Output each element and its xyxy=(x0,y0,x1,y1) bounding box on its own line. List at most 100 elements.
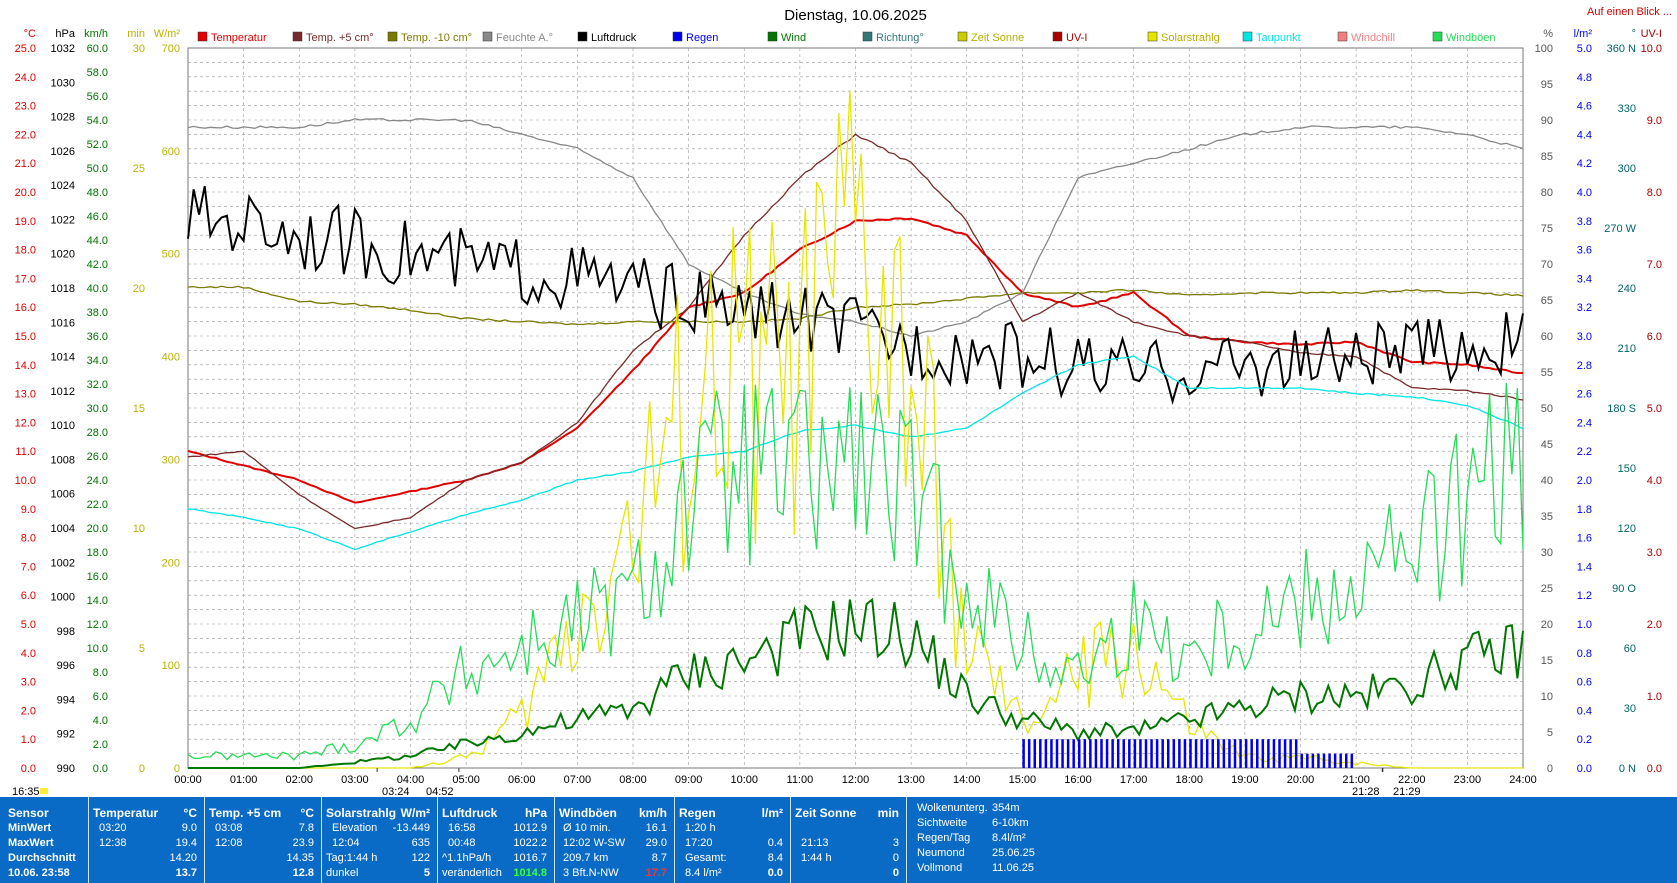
axis-tick-right: 15 xyxy=(1541,655,1553,667)
rain-bar xyxy=(1239,739,1242,768)
rain-bar xyxy=(1194,739,1198,768)
axis-tick-left: 1020 xyxy=(51,249,75,261)
axis-tick-right: 4.2 xyxy=(1577,158,1592,170)
rain-bar xyxy=(1100,739,1103,768)
x-tick-label: 22:00 xyxy=(1398,774,1426,786)
legend-label: Taupunkt xyxy=(1256,32,1301,44)
rain-bar xyxy=(1289,739,1292,768)
axis-tick-left: 990 xyxy=(57,763,75,775)
rain-bar xyxy=(1128,739,1131,768)
axis-tick-left: 13.0 xyxy=(15,389,36,401)
axis-tick-left: 26.0 xyxy=(87,451,108,463)
chart-title: Dienstag, 10.06.2025 xyxy=(784,7,927,24)
rain-bar xyxy=(1055,739,1059,768)
series-line-luftdruck xyxy=(187,186,1524,406)
rain-bar xyxy=(1027,739,1031,768)
x-tick-label: 09:00 xyxy=(675,774,703,786)
axis-tick-left: 6.0 xyxy=(21,590,36,602)
axis-tick-left: 600 xyxy=(162,146,180,158)
axis-tick-left: 52.0 xyxy=(87,139,108,151)
axis-unit-left: °C xyxy=(24,28,36,40)
stats-head: Sensor xyxy=(8,806,49,820)
x-tick-label: 13:00 xyxy=(897,774,925,786)
legend-swatch xyxy=(292,31,303,42)
axis-tick-right: 30 xyxy=(1541,547,1553,559)
rain-bar xyxy=(1044,739,1048,768)
axis-tick-right: 90 xyxy=(1541,115,1553,127)
rain-bar xyxy=(1228,739,1231,768)
now-time: 16:35 xyxy=(12,786,40,798)
x-tick-label: 01:00 xyxy=(230,774,258,786)
axis-tick-right: 4.0 xyxy=(1647,475,1662,487)
legend-swatch xyxy=(1337,31,1348,42)
legend-swatch xyxy=(767,31,778,42)
axis-tick-left: 22.0 xyxy=(87,499,108,511)
axis-tick-left: 14.0 xyxy=(15,360,36,372)
legend-swatch xyxy=(482,31,493,42)
axis-tick-left: 14.0 xyxy=(87,595,108,607)
axis-tick-right: 0 xyxy=(1547,763,1553,775)
axis-unit-left: W/m² xyxy=(154,28,181,40)
stats-col-sensor: Sensor MinWert MaxWert Durchschnitt 10.0… xyxy=(0,797,88,883)
axis-tick-right: 3.4 xyxy=(1577,273,1592,285)
axis-tick-left: 996 xyxy=(57,660,75,672)
axis-tick-left: 1024 xyxy=(51,180,75,192)
rain-bar xyxy=(1155,739,1159,768)
axis-tick-left: 1018 xyxy=(51,283,75,295)
axis-tick-right: 1.2 xyxy=(1577,590,1592,602)
rain-bar xyxy=(1050,739,1053,768)
legend-label: Luftdruck xyxy=(591,32,637,44)
x-tick-label: 06:00 xyxy=(508,774,536,786)
x-tick-label: 19:00 xyxy=(1231,774,1259,786)
stats-row-label: Durchschnitt xyxy=(8,852,76,864)
legend-label: Wind xyxy=(781,32,806,44)
axis-tick-left: 15 xyxy=(133,403,145,415)
axis-tick-right: 180 S xyxy=(1607,403,1636,415)
axis-tick-left: 21.0 xyxy=(15,158,36,170)
axis-tick-left: 16.0 xyxy=(87,571,108,583)
x-tick-label: 21:00 xyxy=(1342,774,1370,786)
legend-swatch xyxy=(1147,31,1158,42)
axis-tick-left: 8.0 xyxy=(93,667,108,679)
axis-tick-right: 0.0 xyxy=(1577,763,1592,775)
rain-bar xyxy=(1222,739,1226,768)
axis-unit-left: min xyxy=(127,28,145,40)
axis-tick-left: 100 xyxy=(162,660,180,672)
axis-tick-right: 50 xyxy=(1541,403,1553,415)
rain-bar xyxy=(1072,739,1075,768)
axis-tick-left: 1014 xyxy=(51,352,75,364)
stats-row-label: MinWert xyxy=(8,822,52,834)
axis-tick-left: 1.0 xyxy=(21,734,36,746)
rain-bar xyxy=(1033,739,1036,768)
x-tick-label: 15:00 xyxy=(1009,774,1037,786)
axis-tick-left: 8.0 xyxy=(21,533,36,545)
axis-tick-right: 0.0 xyxy=(1647,763,1662,775)
axis-tick-left: 1004 xyxy=(51,523,75,535)
legend-label: Windchill xyxy=(1351,32,1395,44)
stats-col-temperatur: Temperatur °C 03:20 9.0 12:38 19.4 14.20 13… xyxy=(93,806,197,879)
axis-tick-left: 1008 xyxy=(51,454,75,466)
axis-tick-left: 20.0 xyxy=(87,523,108,535)
axis-unit-right: UV-I xyxy=(1641,28,1662,40)
rain-bar xyxy=(1278,739,1281,768)
legend-label: Windböen xyxy=(1446,32,1496,44)
rain-bar xyxy=(1345,753,1348,768)
axis-tick-right: 25 xyxy=(1541,583,1553,595)
axis-tick-right: 5 xyxy=(1547,727,1553,739)
axis-tick-left: 30.0 xyxy=(87,403,108,415)
axis-tick-left: 2.0 xyxy=(21,705,36,717)
axis-tick-right: 1.0 xyxy=(1647,691,1662,703)
axis-tick-right: 2.0 xyxy=(1577,475,1592,487)
legend-label: Feuchte A.° xyxy=(496,32,553,44)
x-tick-label: 04:00 xyxy=(397,774,425,786)
axis-tick-left: 11.0 xyxy=(15,446,36,458)
axis-tick-right: 85 xyxy=(1541,151,1553,163)
axis-tick-right: 45 xyxy=(1541,439,1553,451)
legend-label: Regen xyxy=(686,32,718,44)
stats-col-regen: Regen l/m² 1:20 h 17:20 0.4 Gesamt: 8.4 8.4… xyxy=(679,806,783,879)
axis-tick-right: 10.0 xyxy=(1641,43,1662,55)
axis-tick-right: 0.2 xyxy=(1577,734,1592,746)
rain-bar xyxy=(1122,739,1125,768)
axis-tick-left: 36.0 xyxy=(87,331,108,343)
sunrise-time-b: 04:52 xyxy=(426,786,454,798)
